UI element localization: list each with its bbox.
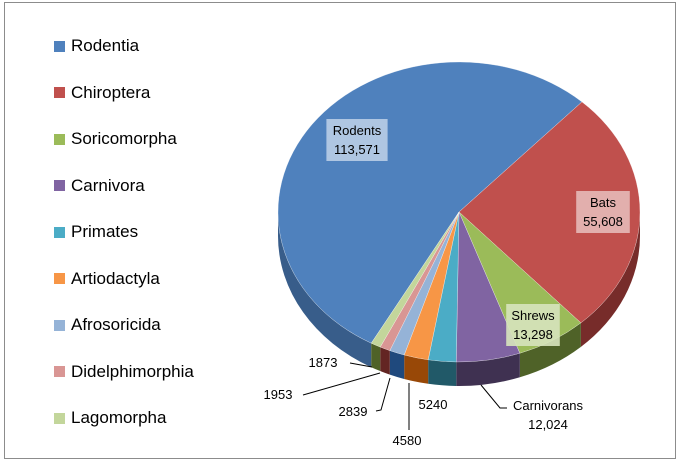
data-label-box: [326, 119, 388, 161]
pie-side-chiroptera: [580, 212, 640, 347]
data-label: 55,608: [583, 214, 623, 229]
pie-side-primates: [428, 359, 457, 386]
legend-swatch: [54, 319, 65, 331]
legend-swatch: [54, 40, 65, 52]
data-label: Carnivorans: [513, 398, 584, 413]
legend-swatch: [54, 87, 65, 98]
data-label: 4580: [393, 433, 422, 448]
pie-side-carnivora: [456, 353, 520, 387]
legend-label: Rodentia: [71, 36, 140, 55]
legend-swatch: [54, 273, 65, 284]
legend-swatch: [54, 180, 65, 191]
pie-slice-lagomorpha: [371, 211, 460, 348]
legend-item-chiroptera: Chiroptera: [54, 82, 150, 104]
data-label: 113,571: [334, 142, 380, 157]
legend-swatch: [54, 412, 65, 424]
leader-line: [349, 362, 373, 368]
legend-label: Lagomorpha: [71, 408, 167, 427]
legend-label: Soricomorpha: [71, 129, 177, 148]
data-label: 1953: [264, 387, 293, 402]
pie-side-soricomorpha: [519, 322, 581, 378]
pie-side-didelphimorphia: [380, 347, 390, 375]
legend-item-afrosoricida: Afrosoricida: [54, 314, 161, 336]
legend-item-artiodactyla: Artiodactyla: [54, 268, 160, 290]
legend-item-carnivora: Carnivora: [54, 175, 145, 197]
legend-label: Primates: [71, 222, 139, 241]
data-label: Rodents: [333, 123, 382, 138]
leader-line: [480, 384, 507, 409]
legend-item-lagomorpha: Lagomorpha: [54, 407, 166, 429]
legend-label: Afrosoricida: [71, 315, 161, 334]
data-label: 5240: [419, 397, 448, 412]
data-label: 12,024: [528, 417, 568, 432]
legend-label: Chiroptera: [71, 82, 151, 102]
data-label-box: [506, 304, 560, 346]
data-label: 13,298: [513, 327, 553, 342]
pie-side-afrosoricida: [389, 350, 405, 379]
data-label-box: [576, 191, 630, 233]
data-label: Bats: [590, 195, 617, 210]
pie-slice-chiroptera: [458, 101, 641, 324]
legend-swatch: [54, 133, 65, 145]
data-label: Shrews: [511, 308, 555, 323]
legend-label: Artiodactyla: [71, 268, 160, 288]
leader-line: [302, 372, 381, 396]
data-label: 1873: [309, 355, 338, 370]
legend-swatch: [54, 226, 65, 238]
pie-side-artiodactyla: [404, 354, 429, 384]
chart-frame: [4, 2, 676, 459]
legend-swatch: [54, 366, 65, 377]
legend-item-rodentia: Rodentia: [54, 35, 139, 57]
legend-label: Didelphimorphia: [71, 361, 194, 381]
legend-item-didelphimorphia: Didelphimorphia: [54, 361, 194, 383]
pie-side-lagomorpha: [371, 343, 381, 372]
data-label: 2839: [339, 404, 368, 419]
pie-side-rodentia: [278, 212, 372, 368]
legend-label: Carnivora: [71, 175, 145, 195]
legend-item-soricomorpha: Soricomorpha: [54, 128, 177, 150]
leader-line: [375, 377, 391, 412]
legend-item-primates: Primates: [54, 221, 138, 243]
